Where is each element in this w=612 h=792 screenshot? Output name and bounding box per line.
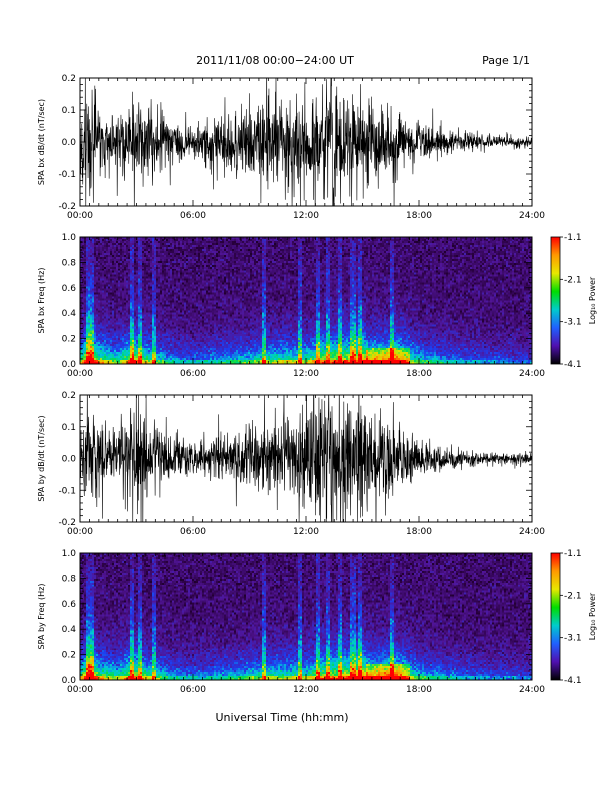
y-axis-title: SPA bx dB/dt (nT/sec) (37, 99, 46, 185)
x-tick-label: 12:00 (293, 211, 319, 221)
y-tick-label: 0.1 (62, 106, 76, 116)
y-tick-label: -0.1 (58, 170, 76, 180)
x-tick-label: 18:00 (406, 211, 432, 221)
y-tick-label: -0.2 (58, 202, 76, 212)
x-tick-label: 06:00 (180, 211, 206, 221)
x-axis-title: Universal Time (hh:mm) (216, 711, 349, 724)
y-tick-label: 0.2 (62, 74, 76, 84)
y-tick-label: 0.0 (62, 138, 77, 148)
x-tick-label: 24:00 (519, 211, 545, 221)
page-number: Page 1/1 (482, 54, 530, 67)
x-tick-label: 00:00 (67, 211, 93, 221)
plots-group: 00:00 06:00 12:00 18:00 24:00 0.2 0.1 0.0 -0.1 -0… (37, 56, 597, 695)
page-title: 2011/11/08 00:00−24:00 UT (196, 54, 354, 67)
spectrogram-cells (80, 237, 532, 364)
